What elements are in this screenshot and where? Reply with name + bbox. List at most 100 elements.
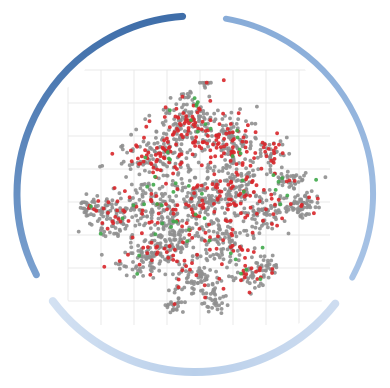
data-point-red bbox=[206, 134, 210, 138]
data-point-red bbox=[239, 278, 243, 283]
data-point-red bbox=[140, 231, 144, 236]
data-point-red bbox=[149, 219, 154, 224]
data-point-grey bbox=[279, 172, 284, 176]
data-point-grey bbox=[162, 141, 166, 146]
data-point-grey bbox=[250, 224, 255, 229]
data-point-green bbox=[187, 227, 191, 232]
data-point-green bbox=[203, 122, 208, 126]
data-point-grey bbox=[249, 121, 254, 126]
data-point-red bbox=[226, 182, 231, 187]
data-point-grey bbox=[172, 229, 176, 234]
data-point-green bbox=[160, 221, 165, 226]
data-point-grey bbox=[196, 269, 201, 273]
data-point-grey bbox=[219, 197, 224, 202]
data-point-red bbox=[106, 200, 111, 205]
data-point-red bbox=[182, 258, 187, 263]
data-point-red bbox=[215, 197, 220, 202]
data-point-grey bbox=[141, 274, 146, 278]
data-point-green bbox=[192, 96, 197, 100]
data-point-grey bbox=[236, 213, 240, 218]
data-point-red bbox=[180, 224, 185, 229]
data-point-grey bbox=[246, 276, 251, 281]
data-point-grey bbox=[140, 192, 145, 197]
data-point-red bbox=[186, 126, 191, 130]
data-point-red bbox=[203, 230, 208, 235]
data-point-grey bbox=[195, 231, 200, 235]
data-point-grey bbox=[298, 175, 302, 180]
data-point-red bbox=[215, 182, 219, 187]
data-point-red bbox=[208, 155, 213, 160]
data-point-grey bbox=[231, 125, 236, 129]
data-point-red bbox=[122, 209, 127, 214]
data-point-grey bbox=[150, 251, 154, 255]
data-point-grey bbox=[145, 214, 150, 219]
data-point-grey bbox=[205, 111, 210, 116]
data-point-red bbox=[115, 208, 120, 213]
data-point-grey bbox=[219, 129, 224, 133]
data-point-red bbox=[181, 111, 186, 115]
data-point-red bbox=[217, 276, 222, 281]
data-point-grey bbox=[165, 164, 170, 169]
data-points bbox=[76, 78, 328, 315]
data-point-grey bbox=[273, 270, 277, 275]
data-point-grey bbox=[140, 182, 145, 187]
data-point-grey bbox=[173, 161, 178, 166]
data-point-red bbox=[158, 168, 163, 173]
data-point-red bbox=[153, 153, 158, 157]
data-point-grey bbox=[157, 261, 162, 266]
data-point-grey bbox=[130, 215, 135, 220]
data-point-green bbox=[228, 251, 233, 256]
data-point-grey bbox=[253, 135, 258, 140]
data-point-grey bbox=[203, 276, 208, 280]
data-point-grey bbox=[232, 211, 237, 216]
data-point-red bbox=[218, 145, 223, 150]
data-point-grey bbox=[180, 181, 185, 186]
data-point-red bbox=[102, 264, 107, 269]
data-point-grey bbox=[110, 198, 115, 203]
data-point-grey bbox=[163, 191, 168, 196]
data-point-grey bbox=[289, 174, 293, 179]
data-point-grey bbox=[279, 165, 284, 170]
data-point-grey bbox=[149, 269, 154, 274]
data-point-red bbox=[101, 206, 106, 211]
data-point-green bbox=[137, 253, 142, 258]
data-point-grey bbox=[113, 226, 118, 230]
data-point-red bbox=[129, 148, 133, 153]
data-point-grey bbox=[261, 283, 265, 288]
data-point-grey bbox=[164, 243, 169, 248]
data-point-red bbox=[222, 151, 226, 156]
data-point-red bbox=[195, 252, 200, 257]
data-point-grey bbox=[212, 288, 217, 293]
data-point-grey bbox=[189, 281, 194, 285]
data-point-red bbox=[148, 272, 153, 277]
data-point-red bbox=[189, 196, 194, 201]
data-point-grey bbox=[168, 198, 173, 203]
data-point-grey bbox=[226, 171, 231, 176]
data-point-red bbox=[208, 160, 213, 165]
data-point-grey bbox=[201, 109, 206, 113]
data-point-grey bbox=[293, 181, 297, 186]
data-point-red bbox=[208, 247, 212, 252]
data-point-red bbox=[158, 154, 163, 159]
data-point-grey bbox=[236, 258, 241, 263]
data-point-green bbox=[120, 216, 125, 221]
data-point-red bbox=[171, 207, 176, 212]
data-point-grey bbox=[201, 111, 206, 116]
data-point-red bbox=[230, 243, 235, 248]
data-point-grey bbox=[167, 111, 172, 116]
data-point-grey bbox=[259, 263, 264, 268]
data-point-grey bbox=[206, 175, 210, 180]
data-point-green bbox=[230, 154, 235, 159]
data-point-red bbox=[259, 166, 264, 171]
data-point-grey bbox=[210, 306, 215, 310]
data-point-red bbox=[226, 203, 231, 208]
data-point-green bbox=[189, 118, 193, 122]
data-point-grey bbox=[208, 296, 213, 301]
data-point-grey bbox=[142, 239, 147, 244]
data-point-grey bbox=[171, 272, 175, 277]
data-point-red bbox=[141, 245, 146, 250]
data-point-grey bbox=[220, 169, 225, 173]
data-point-grey bbox=[262, 254, 267, 259]
data-point-grey bbox=[205, 304, 210, 309]
